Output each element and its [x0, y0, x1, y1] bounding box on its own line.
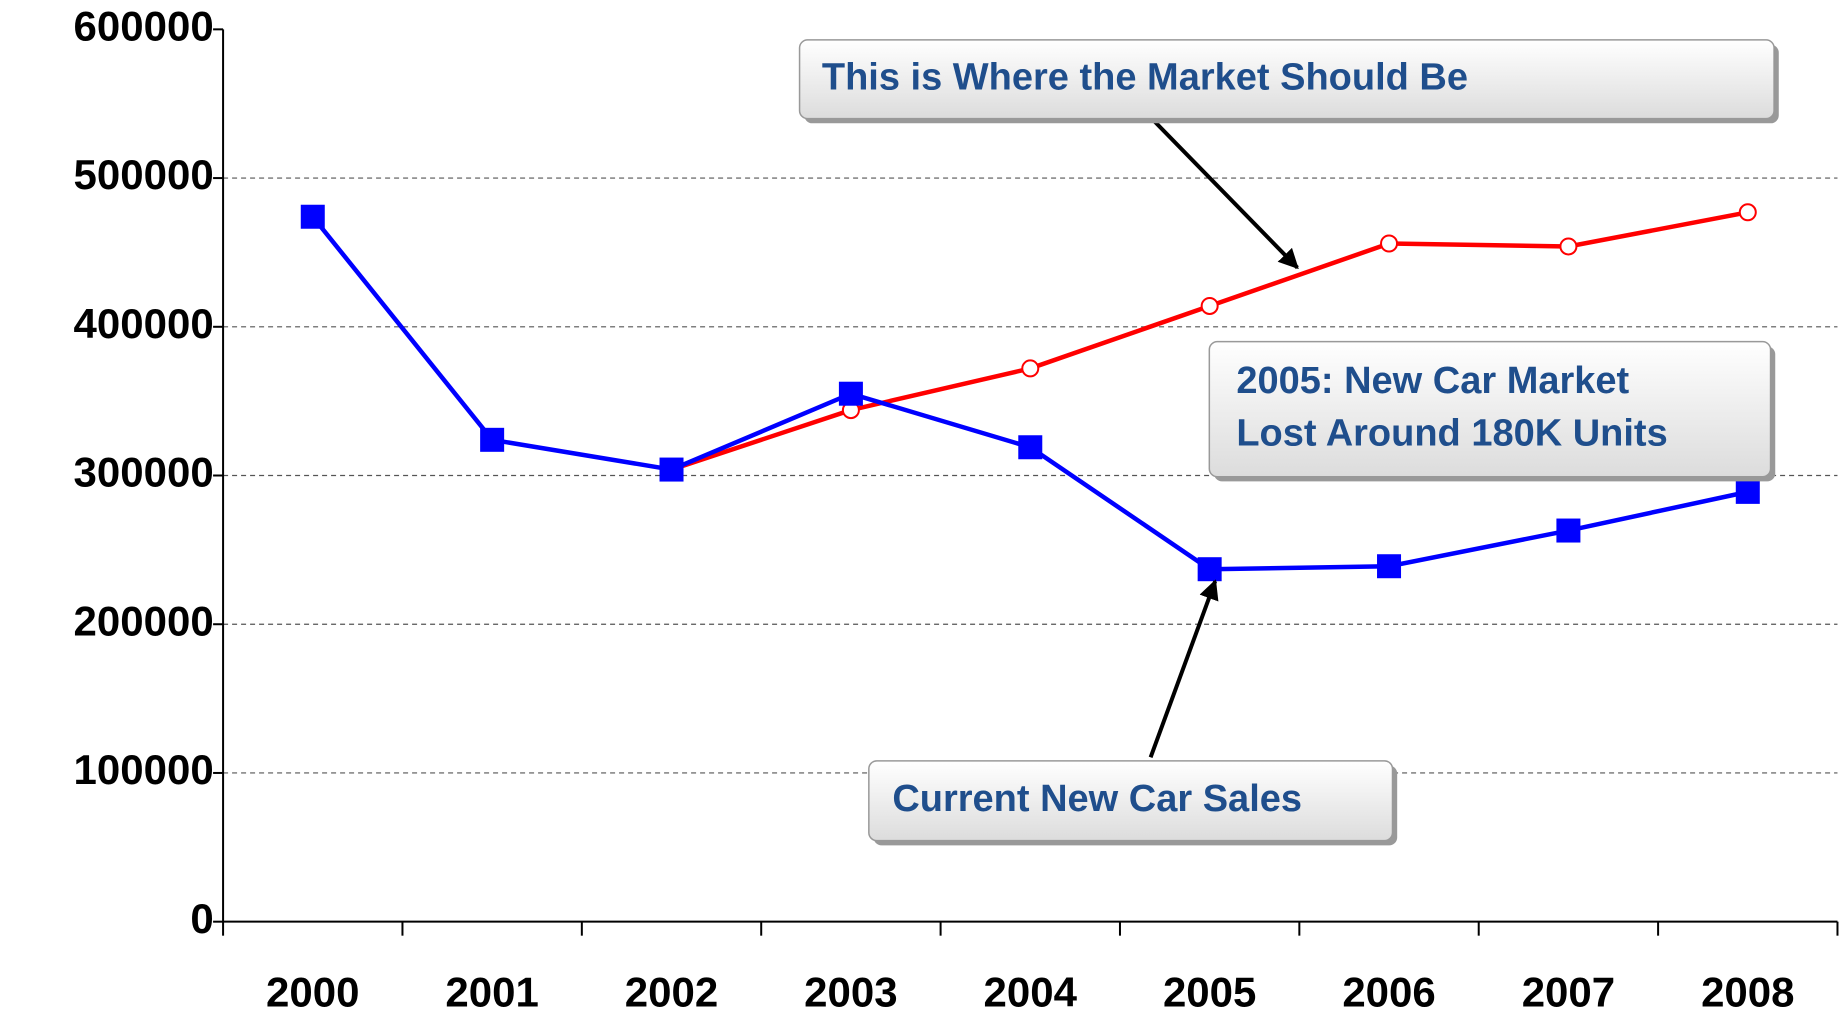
- x-tick-label: 2006: [1342, 969, 1435, 1015]
- annotation-text: Current New Car Sales: [892, 778, 1302, 820]
- marker: [1738, 203, 1757, 222]
- y-tick-label: 200000: [74, 597, 214, 644]
- marker: [659, 457, 684, 482]
- marker: [1556, 518, 1581, 543]
- x-tick-label: 2004: [984, 969, 1078, 1015]
- annotation-arrow: [1148, 579, 1219, 758]
- x-tick-label: 2008: [1701, 969, 1794, 1015]
- annotation-arrow: [1149, 116, 1299, 270]
- annotation-text: 2005: New Car Market: [1236, 360, 1629, 402]
- x-tick-label: 2003: [804, 969, 897, 1015]
- y-tick-label: 0: [190, 895, 213, 942]
- marker: [1018, 435, 1043, 460]
- marker: [1197, 557, 1222, 582]
- annotation-box: [868, 760, 1394, 842]
- marker: [1559, 237, 1578, 256]
- x-tick-label: 2005: [1163, 969, 1256, 1015]
- annotation-box: [1208, 340, 1772, 478]
- marker: [838, 381, 863, 406]
- marker: [1377, 554, 1402, 579]
- x-tick-label: 2007: [1522, 969, 1615, 1015]
- annotation-text: Lost Around 180K Units: [1236, 413, 1667, 455]
- marker: [300, 204, 325, 229]
- marker: [480, 427, 505, 452]
- y-tick-label: 100000: [74, 746, 214, 793]
- annotation-text: This is Where the Market Should Be: [822, 56, 1468, 98]
- marker: [1021, 359, 1040, 378]
- marker: [1735, 479, 1760, 504]
- marker: [1380, 234, 1399, 253]
- x-tick-label: 2001: [445, 969, 538, 1015]
- marker: [1200, 296, 1219, 315]
- y-tick-label: 300000: [74, 449, 214, 496]
- y-tick-label: 500000: [74, 151, 214, 198]
- x-tick-label: 2000: [266, 969, 359, 1015]
- y-tick-label: 400000: [74, 300, 214, 347]
- y-tick-label: 600000: [74, 2, 214, 49]
- x-tick-label: 2002: [625, 969, 718, 1015]
- annotation-box: [798, 39, 1775, 120]
